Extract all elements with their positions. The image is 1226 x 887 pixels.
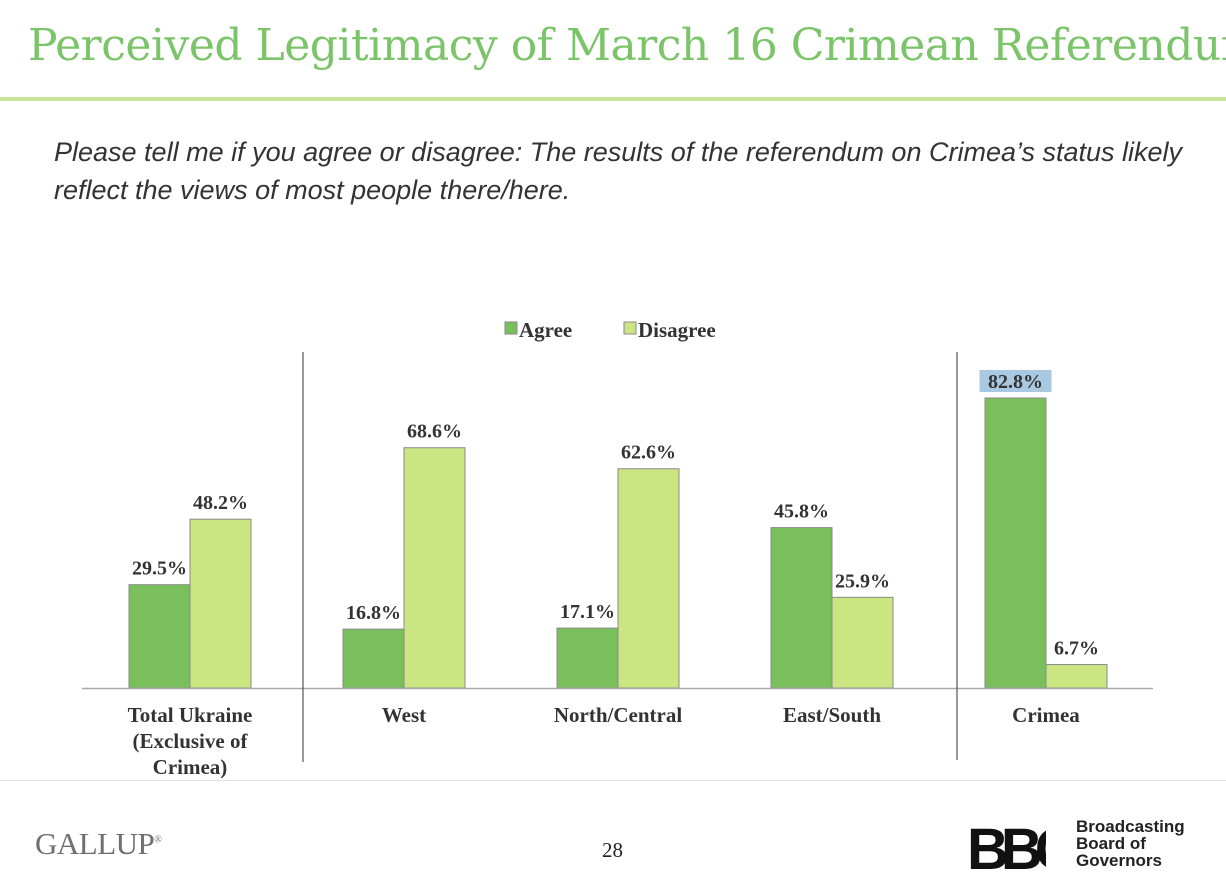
bar-disagree-1: [189, 518, 252, 689]
chart-labels: 29.5% 16.8% 17.1% 45.8% 82.8% 48.2% 68.6% 62.6%…: [132, 370, 1099, 660]
data-label-agree-2: 16.8%: [346, 602, 401, 624]
category-label-2: West: [382, 703, 426, 727]
chart-axis: Total Ukraine (Exclusive of Crimea) West Nor…: [82, 352, 1153, 779]
data-label-disagree-2: 68.6%: [407, 421, 462, 443]
category-label-4: East/South: [783, 703, 881, 727]
category-label-5: Crimea: [1012, 703, 1080, 727]
category-label-1: Total Ukraine (Exclusive of Crimea): [128, 703, 253, 779]
page-number: 28: [602, 838, 623, 862]
bbg-logo-letters: BBG: [968, 819, 1046, 871]
data-label-agree-1: 29.5%: [132, 558, 187, 580]
bar-disagree-4: [831, 596, 894, 689]
data-label-disagree-3: 62.6%: [621, 442, 676, 464]
data-label-disagree-1: 48.2%: [193, 492, 248, 514]
data-label-agree-5: 82.8%: [988, 371, 1043, 393]
chart-bars: [128, 397, 1108, 689]
survey-question: Please tell me if you agree or disagree:…: [54, 137, 1183, 205]
org-name-line-3: Governors: [1076, 851, 1162, 870]
bar-chart: Agree Disagree Total Ukraine (Exclusive of…: [82, 318, 1153, 779]
footer-divider: [0, 780, 1226, 781]
legend-swatch-disagree: [623, 321, 637, 335]
chart-legend: Agree Disagree: [504, 318, 716, 342]
legend-label-disagree: Disagree: [638, 318, 716, 342]
bar-disagree-5: [1045, 664, 1108, 689]
bbg-logo: BBG: [968, 819, 1046, 871]
data-label-agree-4: 45.8%: [774, 501, 829, 523]
bar-agree-5: [984, 397, 1047, 689]
data-label-disagree-5: 6.7%: [1054, 638, 1099, 660]
category-label-3: North/Central: [554, 703, 682, 727]
title-divider: [0, 97, 1226, 101]
legend-swatch-agree: [504, 321, 518, 335]
legend-label-agree: Agree: [519, 318, 572, 342]
label-highlight: [979, 370, 1052, 392]
data-label-agree-3: 17.1%: [560, 601, 615, 623]
gallup-logo: GALLUP®: [35, 826, 162, 861]
bar-agree-3: [556, 627, 619, 689]
org-name-line-1: Broadcasting: [1076, 817, 1185, 836]
organization-name: Broadcasting Board of Governors: [1076, 818, 1185, 869]
bar-agree-2: [342, 628, 405, 689]
bar-agree-4: [770, 527, 833, 689]
footer: [0, 781, 1226, 887]
bar-agree-1: [128, 584, 191, 689]
bar-disagree-3: [617, 468, 680, 689]
bar-disagree-2: [403, 447, 466, 689]
data-label-disagree-4: 25.9%: [835, 570, 890, 592]
slide-title: Perceived Legitimacy of March 16 Crimean…: [28, 20, 1226, 71]
org-name-line-2: Board of: [1076, 834, 1146, 853]
